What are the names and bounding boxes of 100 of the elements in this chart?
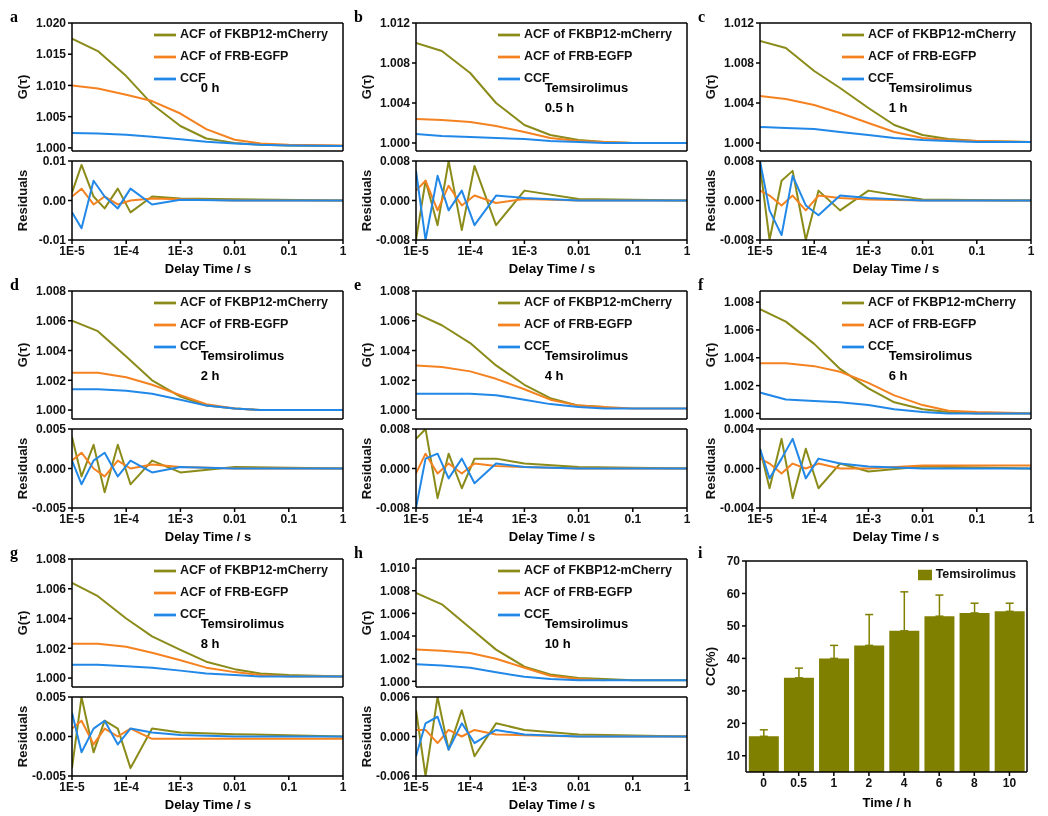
x-tick-label: 1 xyxy=(339,779,347,794)
x-tick-label: 1E-5 xyxy=(747,511,773,526)
y-tick-label: 0.008 xyxy=(379,154,411,169)
x-tick-label: 4 xyxy=(900,775,908,790)
y-tick-label: 1.004 xyxy=(723,351,755,366)
y-tick-label: 1.010 xyxy=(35,78,67,93)
y-axis-title: Residuals xyxy=(702,169,718,232)
annotation: Temsirolimus xyxy=(200,616,285,633)
y-tick-label: 0.000 xyxy=(379,461,411,476)
y-tick-label: 1.005 xyxy=(35,109,67,124)
x-tick-label: 1 xyxy=(830,775,838,790)
x-tick-label: 1E-4 xyxy=(801,243,828,258)
x-axis-title: Time / h xyxy=(861,795,913,810)
annotation: 0.5 h xyxy=(544,99,576,117)
annotation: 8 h xyxy=(200,635,221,653)
annotation: Temsirolimus xyxy=(544,348,629,365)
x-axis-title: Delay Time / s xyxy=(163,261,253,276)
x-axis-title: Delay Time / s xyxy=(851,529,941,544)
x-tick-label: 0.1 xyxy=(968,243,986,258)
y-tick-label: 1.006 xyxy=(379,314,411,329)
y-tick-label: 1.006 xyxy=(35,314,67,329)
legend-label: ACF of FKBP12-mCherry xyxy=(524,295,672,310)
x-tick-label: 1E-5 xyxy=(403,511,429,526)
y-tick-label: 1.002 xyxy=(379,651,411,666)
x-tick-label: 1E-3 xyxy=(167,511,194,526)
legend-label: ACF of FRB-EGFP xyxy=(180,49,289,64)
x-axis-title: Delay Time / s xyxy=(507,529,597,544)
legend-label: ACF of FKBP12-mCherry xyxy=(868,295,1016,310)
y-tick-label: 1.006 xyxy=(723,323,755,338)
y-tick-label: 1.004 xyxy=(35,611,67,626)
legend-label: ACF of FRB-EGFP xyxy=(180,317,289,332)
y-tick-label: 30 xyxy=(726,684,741,699)
y-tick-label: 0.00 xyxy=(42,193,67,208)
x-tick-label: 2 xyxy=(865,775,873,790)
x-tick-label: 1E-4 xyxy=(113,779,140,794)
x-tick-label: 0 xyxy=(760,775,768,790)
y-tick-label: 1.004 xyxy=(379,629,411,644)
x-tick-label: 0.01 xyxy=(222,511,247,526)
x-tick-label: 1E-5 xyxy=(403,779,429,794)
y-tick-label: 1.008 xyxy=(379,56,411,71)
annotation: Temsirolimus xyxy=(888,80,973,97)
y-tick-label: 1.012 xyxy=(379,16,411,31)
x-tick-label: 1E-5 xyxy=(59,511,85,526)
legend-label: ACF of FRB-EGFP xyxy=(524,585,633,600)
x-tick-label: 1E-4 xyxy=(457,243,484,258)
annotation: Temsirolimus xyxy=(888,348,973,365)
y-tick-label: 1.000 xyxy=(35,671,67,686)
x-tick-label: 1E-3 xyxy=(167,779,194,794)
y-tick-label: 0.005 xyxy=(35,690,67,705)
y-tick-label: 0.000 xyxy=(723,461,755,476)
y-tick-label: 1.000 xyxy=(379,136,411,151)
x-tick-label: 0.1 xyxy=(624,511,642,526)
x-tick-label: 1E-4 xyxy=(801,511,828,526)
x-tick-label: 0.01 xyxy=(222,243,247,258)
x-axis-title: Delay Time / s xyxy=(851,261,941,276)
chart-title: e xyxy=(354,276,362,294)
y-tick-label: 0.000 xyxy=(379,193,411,208)
y-axis-title: Residuals xyxy=(358,437,374,500)
y-tick-label: 10 xyxy=(726,749,741,764)
y-tick-label: 1.008 xyxy=(35,284,67,299)
legend-label: ACF of FKBP12-mCherry xyxy=(524,563,672,578)
y-tick-label: 1.004 xyxy=(723,96,755,111)
y-tick-label: 1.000 xyxy=(379,674,411,689)
y-tick-label: 1.006 xyxy=(379,606,411,621)
y-axis-title: G(τ) xyxy=(358,342,374,368)
y-tick-label: 1.000 xyxy=(35,403,67,418)
x-tick-label: 1 xyxy=(683,511,691,526)
y-axis-title: G(τ) xyxy=(702,342,718,368)
y-tick-label: 0.006 xyxy=(379,690,411,705)
x-tick-label: 1E-4 xyxy=(457,779,484,794)
x-tick-label: 1 xyxy=(1027,243,1035,258)
y-axis-title: Residuals xyxy=(702,437,718,500)
y-axis-title: Residuals xyxy=(358,705,374,768)
legend-label: ACF of FKBP12-mCherry xyxy=(868,27,1016,42)
x-tick-label: 1 xyxy=(339,511,347,526)
y-tick-label: 0.000 xyxy=(723,193,755,208)
x-tick-label: 1 xyxy=(1027,511,1035,526)
x-axis-title: Delay Time / s xyxy=(507,261,597,276)
x-tick-label: 1E-5 xyxy=(747,243,773,258)
chart-title: d xyxy=(10,276,19,294)
y-tick-label: 0.008 xyxy=(379,422,411,437)
y-axis-title: G(τ) xyxy=(358,74,374,100)
legend-label: Temsirolimus xyxy=(935,567,1016,581)
x-tick-label: 1E-3 xyxy=(855,243,882,258)
x-axis-title: Delay Time / s xyxy=(163,529,253,544)
y-axis-title: G(τ) xyxy=(14,342,30,368)
chart-title: b xyxy=(354,8,363,26)
x-tick-label: 0.1 xyxy=(968,511,986,526)
y-tick-label: 1.002 xyxy=(379,373,411,388)
y-axis-title: Residuals xyxy=(14,437,30,500)
chart-title: a xyxy=(10,8,18,26)
x-tick-label: 0.01 xyxy=(222,779,247,794)
y-axis-title: G(τ) xyxy=(14,610,30,636)
chart-title: f xyxy=(698,276,704,294)
x-tick-label: 0.01 xyxy=(566,511,591,526)
x-tick-label: 0.5 xyxy=(790,775,808,790)
y-tick-label: 1.006 xyxy=(35,582,67,597)
y-tick-label: 1.002 xyxy=(35,373,67,388)
legend-label: ACF of FRB-EGFP xyxy=(180,585,289,600)
y-tick-label: 1.000 xyxy=(379,403,411,418)
